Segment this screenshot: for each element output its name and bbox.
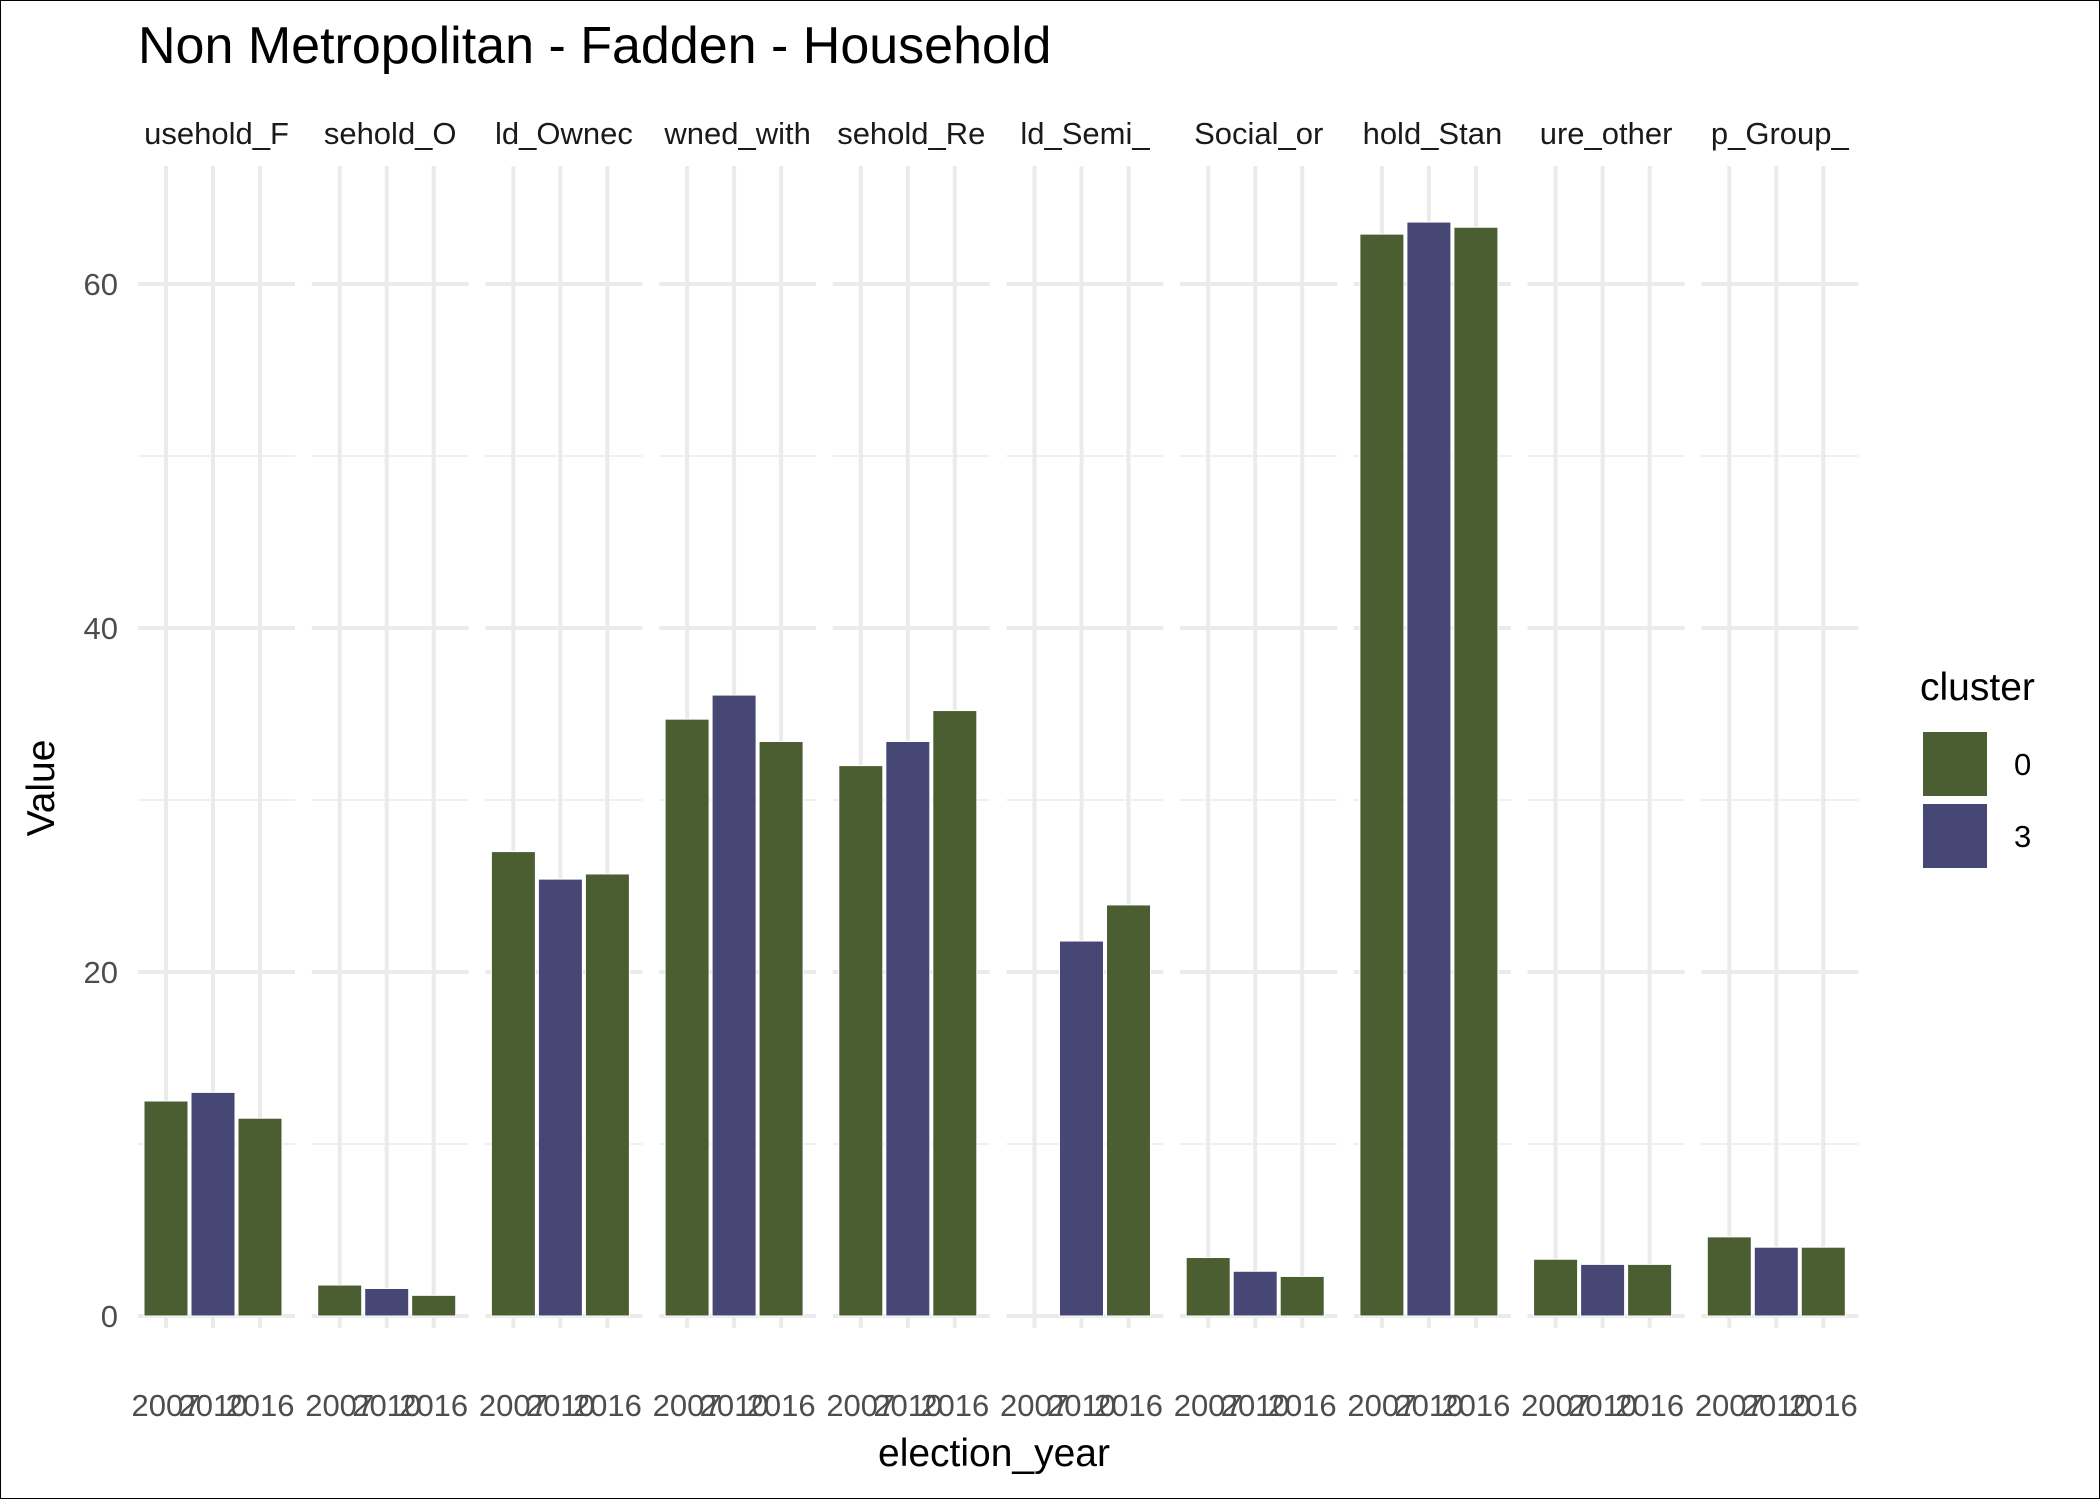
x-tick-label: 2016 (747, 1388, 816, 1423)
bar (317, 1284, 363, 1317)
facet-strip-label: sehold_Re (837, 116, 985, 151)
bar (1453, 226, 1499, 1317)
facet-strip-label: usehold_F (144, 116, 289, 151)
bar (711, 694, 757, 1317)
y-tick-label: 20 (84, 955, 118, 990)
x-tick-label: 2016 (1094, 1388, 1163, 1423)
x-tick-label: 2007 (1000, 1388, 1069, 1423)
x-tick-label: 2016 (1268, 1388, 1337, 1423)
x-tick-label: 2010 (873, 1388, 942, 1423)
y-tick-label: 40 (84, 611, 118, 646)
bar (1279, 1275, 1325, 1317)
x-tick-label: 2007 (132, 1388, 201, 1423)
facet-strip-label: p_Group_ (1711, 116, 1850, 151)
facet-panels: usehold_F200720102016sehold_O20072010201… (132, 116, 1859, 1423)
x-tick-label: 2007 (1521, 1388, 1590, 1423)
x-tick-label: 2010 (1742, 1388, 1811, 1423)
x-tick-label: 2010 (1047, 1388, 1116, 1423)
facet-strip-label: ld_Semi_ (1020, 116, 1150, 151)
x-tick-label: 2016 (920, 1388, 989, 1423)
bar (758, 741, 804, 1317)
facet-strip-label: sehold_O (324, 116, 457, 151)
bar (1185, 1257, 1231, 1317)
bar (838, 765, 884, 1317)
x-tick-label: 2016 (1615, 1388, 1684, 1423)
x-tick-label: 2010 (179, 1388, 248, 1423)
bar (1406, 221, 1452, 1317)
legend-label: 3 (2014, 819, 2031, 854)
facet-strip-label: ld_Ownec (495, 116, 633, 151)
x-tick-label: 2010 (526, 1388, 595, 1423)
bar (932, 710, 978, 1317)
x-tick-label: 2007 (1347, 1388, 1416, 1423)
chart-title: Non Metropolitan - Fadden - Household (138, 17, 1051, 75)
x-tick-label: 2016 (1789, 1388, 1858, 1423)
x-tick-label: 2007 (1174, 1388, 1243, 1423)
x-tick-label: 2010 (1568, 1388, 1637, 1423)
x-tick-label: 2016 (226, 1388, 295, 1423)
bar (411, 1294, 457, 1317)
y-tick-label: 60 (84, 267, 118, 302)
x-tick-label: 2016 (573, 1388, 642, 1423)
legend-label: 0 (2014, 747, 2031, 782)
y-tick-label: 0 (101, 1299, 118, 1334)
bar (1706, 1236, 1752, 1317)
bar (1106, 904, 1151, 1317)
bar (1232, 1270, 1278, 1317)
bar (1359, 233, 1405, 1317)
bar (190, 1091, 236, 1317)
legend: cluster 0 3 (1920, 666, 2035, 870)
bar (364, 1287, 410, 1317)
bar (1059, 940, 1104, 1317)
y-axis-title: Value (20, 740, 63, 837)
x-axis-title: election_year (878, 1432, 1110, 1475)
bar (664, 718, 710, 1317)
legend-title: cluster (1920, 666, 2035, 709)
legend-key (1921, 802, 1989, 870)
x-tick-label: 2016 (399, 1388, 468, 1423)
bar (537, 878, 583, 1317)
x-tick-label: 2010 (1221, 1388, 1290, 1423)
bar (1580, 1263, 1626, 1317)
x-tick-label: 2010 (352, 1388, 421, 1423)
bar (143, 1100, 189, 1317)
bar (885, 741, 931, 1317)
bar (490, 851, 536, 1317)
x-tick-label: 2007 (1695, 1388, 1764, 1423)
bar (1800, 1246, 1846, 1317)
facet-strip-label: hold_Stan (1363, 116, 1503, 151)
x-tick-label: 2010 (1394, 1388, 1463, 1423)
bar (1627, 1263, 1673, 1317)
x-tick-label: 2010 (700, 1388, 769, 1423)
x-tick-label: 2007 (653, 1388, 722, 1423)
facet-strip-label: Social_or (1194, 116, 1323, 151)
x-tick-label: 2007 (826, 1388, 895, 1423)
x-tick-label: 2016 (1441, 1388, 1510, 1423)
bar (237, 1117, 283, 1317)
bar (1753, 1246, 1799, 1317)
legend-key (1921, 730, 1989, 798)
x-tick-label: 2007 (479, 1388, 548, 1423)
facet-strip-label: ure_other (1540, 116, 1673, 151)
facet-strip-label: wned_with (663, 116, 810, 151)
bar (1533, 1258, 1579, 1317)
x-tick-label: 2007 (305, 1388, 374, 1423)
bar (584, 873, 630, 1317)
